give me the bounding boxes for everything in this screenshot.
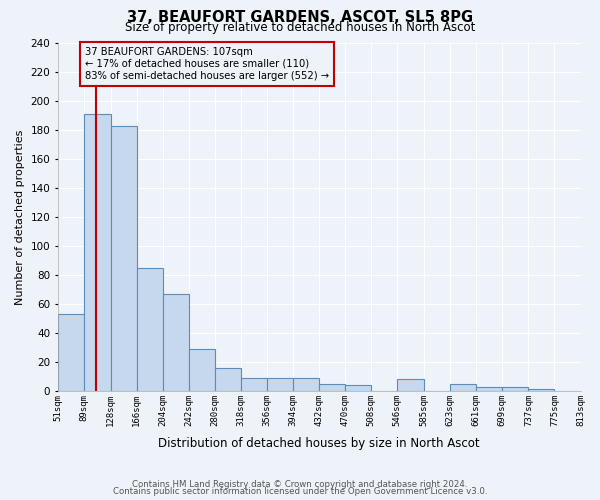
Bar — [189, 349, 215, 391]
Bar — [345, 385, 371, 391]
Bar — [450, 384, 476, 391]
Bar — [111, 126, 137, 391]
Bar — [163, 294, 189, 391]
Bar — [84, 114, 111, 391]
Bar — [319, 384, 345, 391]
Bar — [241, 378, 267, 391]
Bar — [502, 386, 529, 391]
Text: 37, BEAUFORT GARDENS, ASCOT, SL5 8PG: 37, BEAUFORT GARDENS, ASCOT, SL5 8PG — [127, 10, 473, 25]
Text: Size of property relative to detached houses in North Ascot: Size of property relative to detached ho… — [125, 21, 475, 34]
Bar — [529, 390, 554, 391]
Bar — [267, 378, 293, 391]
Bar — [476, 386, 502, 391]
Text: Contains public sector information licensed under the Open Government Licence v3: Contains public sector information licen… — [113, 487, 487, 496]
Bar — [215, 368, 241, 391]
Y-axis label: Number of detached properties: Number of detached properties — [15, 129, 25, 304]
X-axis label: Distribution of detached houses by size in North Ascot: Distribution of detached houses by size … — [158, 437, 480, 450]
Text: 37 BEAUFORT GARDENS: 107sqm
← 17% of detached houses are smaller (110)
83% of se: 37 BEAUFORT GARDENS: 107sqm ← 17% of det… — [85, 48, 329, 80]
Bar — [293, 378, 319, 391]
Text: Contains HM Land Registry data © Crown copyright and database right 2024.: Contains HM Land Registry data © Crown c… — [132, 480, 468, 489]
Bar — [58, 314, 84, 391]
Bar — [397, 380, 424, 391]
Bar — [137, 268, 163, 391]
